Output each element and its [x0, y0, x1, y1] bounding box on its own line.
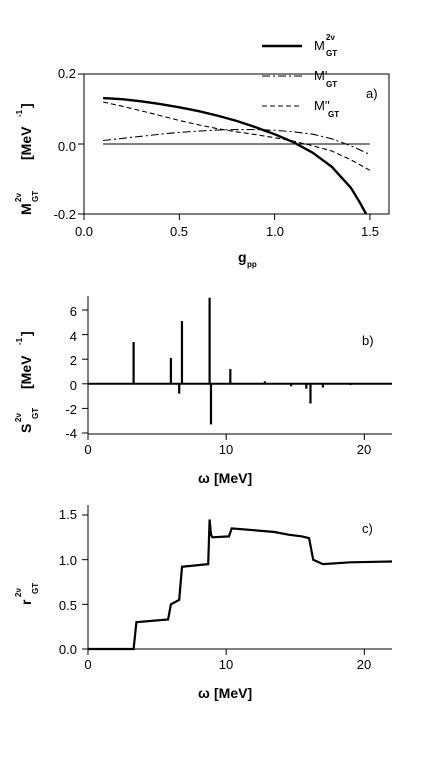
panel-c-ylabel-sub: GT [31, 583, 40, 594]
panel-a-ytick-label: 0.0 [58, 139, 76, 154]
panel-b-xtick-label: 0 [84, 442, 91, 457]
panel-c-xtick-label: 0 [84, 657, 91, 672]
panel-b-ytick-label: 0 [70, 378, 77, 393]
panel-a-panel-label: a) [366, 86, 378, 101]
legend-label-sub: GT [326, 49, 337, 58]
panel-a-ytick-label: -0.2 [54, 207, 76, 222]
panel-c-xtick-label: 10 [219, 657, 233, 672]
panel-b-ylabel-unit: [MeV [18, 355, 34, 389]
panel-c-yaxis-title: r 2ν GT [14, 583, 40, 605]
panel-a-ylabel-main: M [18, 203, 34, 215]
panel-a-xtick-label: 1.5 [361, 224, 379, 239]
panel-b-ytick-label: 6 [70, 304, 77, 319]
panel-b-ytick-label: -4 [65, 426, 77, 441]
panel-a-yaxis-title: M 2ν GT [MeV -1 ] [14, 103, 40, 215]
panel-c-ylabel-main: r [18, 599, 34, 605]
panel-c-ytick-label: 0.5 [59, 598, 77, 613]
panel-a-xlabel-sub: pp [247, 260, 257, 269]
panel-a-ytick-label: 0.2 [58, 66, 76, 81]
panel-b-ylabel-sup: 2ν [14, 413, 23, 422]
panel-b-xlabel-unit: [MeV] [214, 470, 252, 486]
panel-a-xlabel-main: g [238, 249, 247, 265]
panel-a-legend: M 2ν GT M' GT M'' GT [262, 33, 339, 119]
legend-label-main: M' [314, 68, 327, 83]
panel-a-ylabel-sub: GT [31, 191, 40, 202]
panel-c-ytick-label: 1.5 [59, 507, 77, 522]
panel-c-ytick-label: 1.0 [59, 553, 77, 568]
panel-a-ylabel-unit: [MeV [18, 126, 34, 160]
panel-c-xlabel-unit: [MeV] [214, 685, 252, 701]
panel-a-series-line-dashdot [103, 129, 371, 156]
panel-c-xtick-label: 20 [357, 657, 371, 672]
panel-b-ytick-label: 2 [70, 353, 77, 368]
panel-c: 1.5 1.0 0.5 0.0 0 10 20 ω [MeV] r 2ν GT … [14, 505, 393, 701]
legend-label-main: M'' [314, 98, 330, 113]
panel-a-xtick-label: 0.5 [170, 224, 188, 239]
panel-a-series [102, 96, 371, 215]
legend-label-main: M [314, 38, 325, 53]
panel-c-series [88, 519, 393, 651]
panel-a-xtick-label: 1.0 [266, 224, 284, 239]
panel-a-ylabel-sup: 2ν [14, 193, 23, 202]
panel-b-ylabel-sub: GT [31, 408, 40, 419]
panel-b-panel-label: b) [362, 333, 374, 348]
panel-c-axes [87, 505, 392, 650]
panel-b-xaxis-title: ω [MeV] [198, 470, 252, 486]
panel-a-ylabel-unit-sup: -1 [15, 109, 24, 117]
panel-b-xtick-label: 20 [357, 442, 371, 457]
panel-c-xlabel-main: ω [198, 685, 210, 701]
panel-b-yaxis-title: S 2ν GT [MeV -1 ] [14, 331, 40, 433]
panel-a-xtick-label: 0.0 [75, 224, 93, 239]
panel-b-ylabel-unit-sup: -1 [15, 337, 24, 345]
panel-c-ylabel-sup: 2ν [14, 588, 23, 597]
legend-label-sup: 2ν [326, 33, 335, 42]
panel-b-series [88, 297, 392, 425]
legend-label-sub: GT [326, 80, 337, 89]
panel-c-xaxis-title: ω [MeV] [198, 685, 252, 701]
panel-a-ticks [78, 73, 371, 220]
panel-a-xaxis-title: g pp [238, 249, 257, 269]
panel-a-ylabel-unit-close: ] [18, 103, 34, 108]
panel-c-panel-label: c) [362, 521, 373, 536]
panel-a-series-line-dashed [102, 101, 371, 171]
panel-b-ytick-label: -2 [65, 402, 77, 417]
panel-b-ylabel-unit-close: ] [18, 331, 34, 336]
panel-b-ticks [82, 309, 365, 440]
panel-b-axes [87, 296, 392, 435]
panel-b-xtick-label: 10 [219, 442, 233, 457]
panel-c-series-line [88, 519, 393, 651]
panel-a: 0.2 0.0 -0.2 0.0 0.5 1.0 1.5 g pp M 2ν G… [14, 33, 390, 269]
panel-a-series-line-solid [103, 96, 368, 215]
panel-c-ytick-label: 0.0 [59, 642, 77, 657]
panel-b: 6 4 2 0 -2 -4 0 10 20 ω [MeV] S 2ν GT [M… [14, 296, 392, 486]
panel-b-ylabel-main: S [18, 424, 34, 433]
panel-b-ytick-label: 4 [70, 329, 77, 344]
legend-label-sub: GT [328, 110, 339, 119]
panel-b-xlabel-main: ω [198, 470, 210, 486]
